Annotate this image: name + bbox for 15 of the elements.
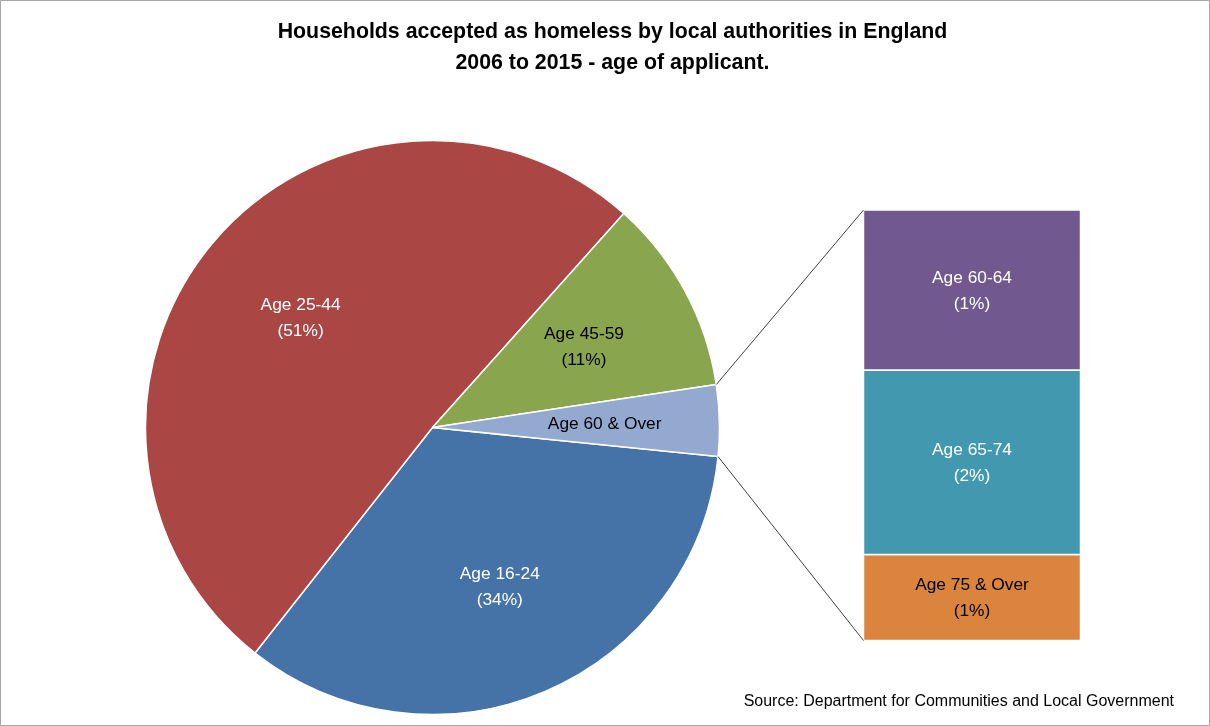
data-label: (1%) xyxy=(953,600,991,621)
data-label: (2%) xyxy=(953,465,991,486)
series-label: Age 65-74 xyxy=(932,439,1013,460)
data-label: (51%) xyxy=(277,319,324,340)
data-label: (1%) xyxy=(953,292,991,313)
slice-label: Age 25-44 xyxy=(260,293,341,314)
series-label: Age 60-64 xyxy=(932,266,1013,287)
slice-label: Age 16-24 xyxy=(459,563,541,584)
series-label: Age 75 & Over xyxy=(915,574,1030,595)
data-label: (11%) xyxy=(561,348,607,369)
chart-title: Households accepted as homeless by local authorities in England 2006 to 2015 - age of applicant. xyxy=(277,18,948,75)
data-label: (34%) xyxy=(476,589,523,610)
source-note: Source: Department for Communities and Local Government xyxy=(743,692,1175,709)
slice-label: Age 45-59 xyxy=(543,322,624,343)
slice-label: Age 60 & Over xyxy=(547,413,662,434)
